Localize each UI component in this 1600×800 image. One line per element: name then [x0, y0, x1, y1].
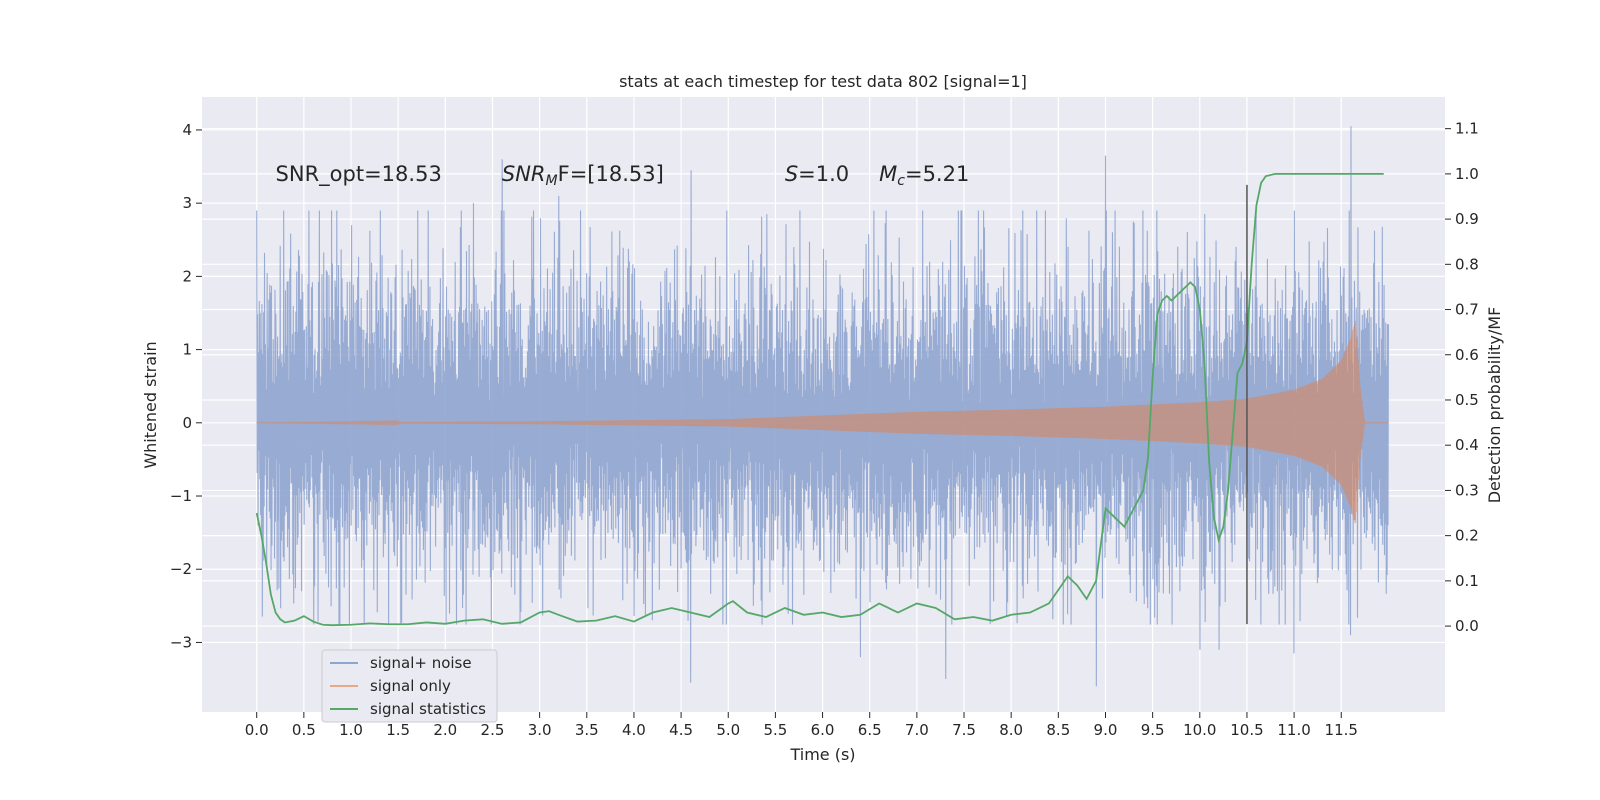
- x-tick-label: 9.5: [1141, 721, 1165, 739]
- y-tick-label-left: −1: [170, 487, 192, 505]
- annotation-mc-value: =5.21: [905, 162, 969, 186]
- legend-label-noise: signal+ noise: [370, 654, 472, 672]
- chart-title: stats at each timestep for test data 802…: [619, 72, 1027, 91]
- y-tick-label-left: 1: [182, 341, 192, 359]
- x-tick-label: 11.5: [1325, 721, 1358, 739]
- annotations: SNR_opt=18.53 SNRMF=[18.53] S=1.0 Mc=5.21: [276, 162, 970, 189]
- y-tick-label-left: 3: [182, 194, 192, 212]
- signal-only-line: [256, 321, 1389, 524]
- signal-noise-line: [256, 126, 1389, 687]
- y-axis-label-right: Detection probability/MF: [1485, 307, 1504, 504]
- x-tick-label: 1.0: [339, 721, 363, 739]
- y-axis-label-left: Whitened strain: [141, 341, 160, 468]
- y-tick-label-right: 0.5: [1455, 391, 1479, 409]
- annotation-2: S=1.0: [785, 162, 849, 186]
- y-tick-label-left: 4: [182, 121, 192, 139]
- legend-box: [321, 649, 498, 723]
- y-tick-label-left: 2: [182, 267, 192, 285]
- x-tick-label: 0.5: [292, 721, 316, 739]
- annotation-3: Mc=5.21: [879, 162, 969, 189]
- annotation-0: SNR_opt=18.53: [276, 162, 442, 187]
- y-tick-label-right: 0.6: [1455, 346, 1479, 364]
- x-tick-label: 7.0: [905, 721, 929, 739]
- x-tick-label: 4.5: [669, 721, 693, 739]
- annotation-s-value: =1.0: [798, 162, 849, 186]
- y-tick-label-right: 0.1: [1455, 572, 1479, 590]
- y-tick-label-left: −3: [170, 633, 192, 651]
- annotation-snr-subscript: M: [546, 173, 558, 189]
- x-tick-label: 11.0: [1277, 721, 1310, 739]
- y-tick-label-right: 0.0: [1455, 617, 1479, 635]
- annotation-s-symbol: S: [785, 162, 798, 186]
- signal-only-series: [256, 321, 1389, 524]
- signal-statistics-line: [255, 172, 1384, 627]
- x-tick-label: 6.0: [811, 721, 835, 739]
- y-tick-label-left: 0: [182, 414, 192, 432]
- y-tick-label-right: 0.2: [1455, 527, 1479, 545]
- x-tick-label: 8.5: [1046, 721, 1070, 739]
- x-tick-label: 2.5: [481, 721, 505, 739]
- x-tick-label: 10.5: [1230, 721, 1263, 739]
- x-axis-label: Time (s): [789, 745, 855, 764]
- legend: signal+ noise signal only signal statist…: [321, 649, 498, 723]
- x-tick-label: 10.0: [1183, 721, 1216, 739]
- x-tick-label: 0.0: [245, 721, 269, 739]
- y-tick-label-left: −2: [170, 560, 192, 578]
- annotation-1: SNRMF=[18.53]: [502, 162, 664, 189]
- x-tick-label: 5.0: [716, 721, 740, 739]
- annotation-snr-symbol: SNR: [502, 162, 546, 186]
- x-tick-label: 9.0: [1094, 721, 1118, 739]
- signal-statistics-series: [255, 172, 1384, 627]
- y-tick-label-right: 0.3: [1455, 481, 1479, 499]
- y-tick-label-right: 1.1: [1455, 120, 1479, 138]
- annotation-mc-subscript: c: [897, 173, 905, 189]
- x-tick-label: 7.5: [952, 721, 976, 739]
- annotation-snr-value: F=[18.53]: [558, 162, 664, 186]
- legend-label-signal: signal only: [370, 677, 451, 695]
- y-tick-label-right: 0.7: [1455, 301, 1479, 319]
- y-tick-label-right: 0.8: [1455, 255, 1479, 273]
- x-tick-label: 3.0: [528, 721, 552, 739]
- x-tick-label: 4.0: [622, 721, 646, 739]
- signal-noise-series: [256, 126, 1389, 687]
- x-tick-label: 1.5: [386, 721, 410, 739]
- legend-label-stats: signal statistics: [370, 700, 486, 718]
- axis-ticks: 0.0 0.5 1.0 1.5 2.0 2.5 3.0 3.5 4.0 4.5 5.0 5.5 6.0 6…: [170, 120, 1479, 739]
- y-tick-label-right: 0.9: [1455, 210, 1479, 228]
- x-tick-label: 6.5: [858, 721, 882, 739]
- y-tick-label-right: 1.0: [1455, 165, 1479, 183]
- x-tick-label: 5.5: [763, 721, 787, 739]
- x-tick-label: 2.0: [433, 721, 457, 739]
- annotation-mc-symbol: M: [879, 162, 897, 186]
- x-tick-label: 8.0: [999, 721, 1023, 739]
- y-tick-label-right: 0.4: [1455, 436, 1479, 454]
- x-tick-label: 3.5: [575, 721, 599, 739]
